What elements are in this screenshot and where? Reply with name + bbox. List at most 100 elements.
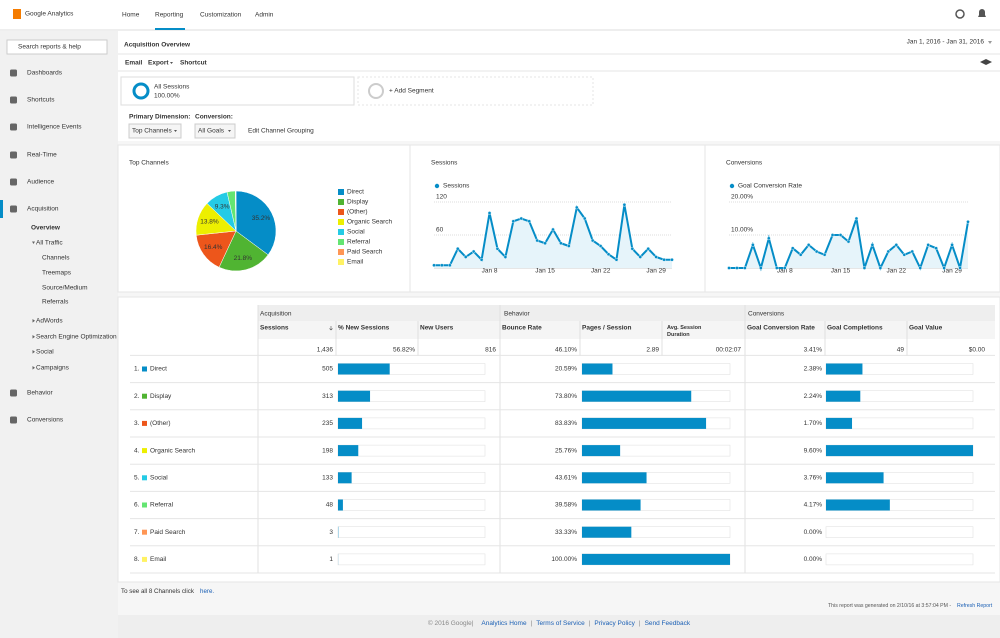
- bar: [338, 390, 371, 402]
- point: [638, 255, 643, 259]
- total-value: 816: [485, 347, 496, 354]
- point: [918, 266, 923, 270]
- logo-text: Google Analytics: [25, 11, 74, 18]
- bar-track: [825, 526, 974, 538]
- nav-item[interactable]: Treemaps: [42, 270, 72, 277]
- nav-item[interactable]: Overview: [31, 225, 61, 232]
- nav-item[interactable]: Audience: [27, 179, 54, 186]
- segment-card[interactable]: [120, 76, 355, 106]
- toolbar-button[interactable]: Email: [125, 60, 143, 67]
- point: [830, 233, 835, 237]
- point: [448, 263, 452, 268]
- nav-item[interactable]: Search Engine Optimization: [36, 334, 117, 341]
- x-tick-label: Jan 8: [777, 268, 793, 275]
- search-box[interactable]: [6, 39, 108, 55]
- nav-tab[interactable]: Home: [122, 12, 140, 19]
- point: [822, 252, 827, 257]
- point: [582, 216, 587, 221]
- chart-title: Top Channels: [129, 160, 169, 167]
- nav-item[interactable]: Campaigns: [36, 365, 70, 372]
- nav-tab[interactable]: Admin: [255, 12, 274, 19]
- refresh-link[interactable]: Refresh Report: [957, 603, 993, 609]
- point: [495, 246, 500, 251]
- point: [559, 241, 563, 246]
- nav-item[interactable]: Conversions: [27, 417, 64, 424]
- channel-name[interactable]: Display: [150, 393, 172, 400]
- nav-item[interactable]: Social: [36, 349, 54, 356]
- channel-name[interactable]: Direct: [150, 366, 167, 373]
- footer-link[interactable]: Privacy Policy: [589, 620, 634, 627]
- nav-icon: [10, 123, 17, 131]
- nav-item[interactable]: Behavior: [27, 390, 53, 397]
- conversion-dropdown[interactable]: [194, 123, 236, 139]
- nav-item[interactable]: Source/Medium: [42, 285, 88, 292]
- add-segment-circle: [368, 83, 384, 99]
- channel-name[interactable]: Paid Search: [150, 529, 186, 536]
- channel-name[interactable]: (Other): [150, 420, 171, 427]
- total-value: 3.41%: [804, 347, 823, 354]
- search-placeholder[interactable]: Search reports & help: [18, 44, 81, 51]
- date-range[interactable]: Jan 1, 2016 - Jan 31, 2016: [907, 39, 985, 46]
- footer-link[interactable]: Send Feedback: [639, 620, 691, 627]
- add-segment[interactable]: + Add Segment: [389, 88, 434, 95]
- bar: [826, 445, 973, 457]
- nav-icon: [10, 205, 17, 213]
- bar: [582, 445, 621, 457]
- channel-swatch: [142, 420, 147, 426]
- dimension-value[interactable]: Top Channels: [132, 128, 172, 135]
- column-header[interactable]: Goal Conversion Rate: [747, 325, 815, 332]
- dimension-dropdown[interactable]: [128, 123, 182, 139]
- channel-name[interactable]: Social: [150, 475, 168, 482]
- legend-swatch: [338, 249, 344, 255]
- footer-link[interactable]: Analytics Home: [481, 620, 527, 627]
- notification-icon[interactable]: [978, 9, 986, 17]
- nav-tab[interactable]: Reporting: [155, 12, 184, 19]
- channel-name[interactable]: Organic Search: [150, 447, 196, 454]
- nav-item[interactable]: Acquisition: [27, 206, 59, 213]
- nav-item[interactable]: Referrals: [42, 299, 69, 306]
- column-header[interactable]: New Users: [420, 325, 454, 332]
- conversion-value: 2.24%: [804, 393, 823, 400]
- point: [743, 266, 747, 270]
- nav-item[interactable]: Intelligence Events: [27, 124, 82, 131]
- x-tick-label: Jan 15: [831, 268, 851, 275]
- row-rank: 5.: [134, 475, 140, 482]
- group-header: Acquisition: [260, 311, 292, 318]
- nav-item[interactable]: Channels: [42, 255, 70, 262]
- point: [902, 252, 907, 257]
- channel-swatch: [142, 448, 147, 454]
- column-header[interactable]: Sessions: [260, 325, 289, 332]
- column-header[interactable]: Goal Completions: [827, 325, 883, 332]
- column-header[interactable]: % New Sessions: [338, 325, 390, 332]
- nav-item[interactable]: Shortcuts: [27, 97, 55, 104]
- group-header: Conversions: [748, 311, 785, 318]
- bounce-value: 20.59%: [555, 366, 577, 373]
- legend-label: Paid Search: [347, 249, 383, 256]
- conversion-value[interactable]: All Goals: [198, 128, 225, 135]
- y-tick-label: 20.00%: [731, 194, 753, 201]
- total-value: 00:02:07: [716, 347, 742, 354]
- nav-tab[interactable]: Customization: [200, 12, 242, 19]
- x-tick-label: Jan 22: [591, 268, 611, 275]
- point: [958, 266, 962, 270]
- column-header[interactable]: Bounce Rate: [502, 325, 542, 332]
- column-header[interactable]: Goal Value: [909, 325, 943, 332]
- point: [862, 266, 867, 270]
- bar: [582, 472, 647, 484]
- add-segment-card[interactable]: [357, 76, 594, 106]
- nav-item[interactable]: Real-Time: [27, 152, 57, 159]
- see-all-link[interactable]: here.: [200, 588, 215, 595]
- footer-link[interactable]: Terms of Service: [531, 620, 584, 627]
- nav-item[interactable]: All Traffic: [36, 240, 63, 247]
- nav-item[interactable]: AdWords: [36, 318, 63, 325]
- channel-name[interactable]: Referral: [150, 502, 174, 509]
- point: [527, 219, 532, 224]
- channel-name[interactable]: Email: [150, 556, 167, 563]
- settings-icon[interactable]: [955, 9, 965, 19]
- column-header[interactable]: Pages / Session: [582, 325, 632, 332]
- toolbar-button[interactable]: Export: [148, 60, 169, 67]
- edit-grouping-link[interactable]: Edit Channel Grouping: [248, 128, 314, 135]
- point: [910, 249, 915, 254]
- toolbar-button[interactable]: Shortcut: [180, 60, 208, 67]
- nav-item[interactable]: Dashboards: [27, 70, 63, 77]
